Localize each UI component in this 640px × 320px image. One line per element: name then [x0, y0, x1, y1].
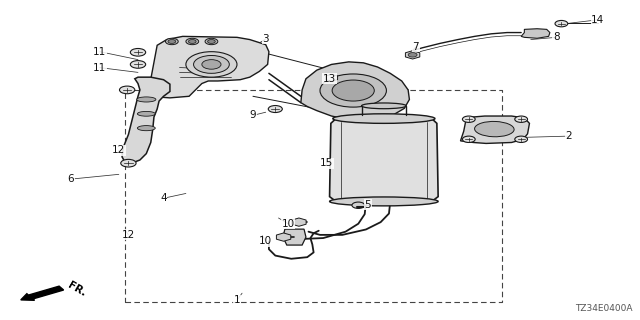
Circle shape	[188, 40, 196, 44]
Text: 13: 13	[323, 74, 336, 84]
Circle shape	[515, 116, 527, 123]
Circle shape	[131, 49, 146, 56]
Circle shape	[463, 116, 475, 123]
Ellipse shape	[138, 111, 156, 116]
Circle shape	[555, 20, 568, 27]
Text: 11: 11	[93, 47, 106, 57]
Ellipse shape	[475, 121, 514, 137]
Text: 5: 5	[365, 200, 371, 210]
Text: 8: 8	[553, 32, 559, 42]
Polygon shape	[122, 77, 170, 163]
Polygon shape	[461, 116, 529, 143]
Text: 10: 10	[259, 236, 272, 246]
Text: 10: 10	[282, 219, 294, 229]
Circle shape	[268, 106, 282, 113]
Circle shape	[332, 80, 374, 101]
Circle shape	[166, 38, 178, 45]
Circle shape	[131, 60, 146, 68]
Polygon shape	[405, 51, 420, 59]
Ellipse shape	[137, 97, 156, 102]
Circle shape	[205, 38, 218, 45]
Text: 12: 12	[112, 146, 125, 156]
Circle shape	[186, 38, 198, 45]
Circle shape	[352, 202, 365, 208]
Text: TZ34E0400A: TZ34E0400A	[575, 304, 633, 313]
Text: 1: 1	[234, 295, 240, 305]
Polygon shape	[283, 229, 306, 245]
Polygon shape	[521, 29, 550, 38]
Circle shape	[193, 55, 229, 73]
Text: 15: 15	[320, 158, 333, 168]
Polygon shape	[292, 218, 306, 226]
Circle shape	[515, 136, 527, 142]
Text: 9: 9	[250, 110, 256, 120]
Ellipse shape	[138, 125, 156, 131]
Text: 7: 7	[412, 42, 419, 52]
Text: 6: 6	[68, 174, 74, 184]
Circle shape	[120, 86, 135, 94]
Circle shape	[121, 159, 136, 167]
Circle shape	[207, 40, 215, 44]
Text: 2: 2	[566, 131, 572, 141]
Text: 4: 4	[160, 193, 167, 203]
Polygon shape	[325, 74, 337, 81]
Text: 14: 14	[591, 15, 604, 25]
Polygon shape	[276, 233, 291, 241]
Circle shape	[320, 74, 387, 107]
Polygon shape	[330, 119, 438, 201]
Text: 3: 3	[262, 34, 269, 44]
Text: FR.: FR.	[66, 280, 88, 298]
Text: 11: 11	[93, 63, 106, 73]
FancyArrow shape	[20, 286, 63, 300]
Circle shape	[168, 40, 175, 44]
Ellipse shape	[333, 114, 435, 123]
Ellipse shape	[362, 103, 406, 109]
Circle shape	[408, 52, 417, 57]
Text: 12: 12	[122, 230, 135, 240]
Circle shape	[463, 136, 475, 142]
Polygon shape	[148, 36, 269, 98]
Polygon shape	[301, 62, 410, 120]
Circle shape	[186, 52, 237, 77]
Ellipse shape	[330, 197, 438, 206]
Circle shape	[202, 60, 221, 69]
